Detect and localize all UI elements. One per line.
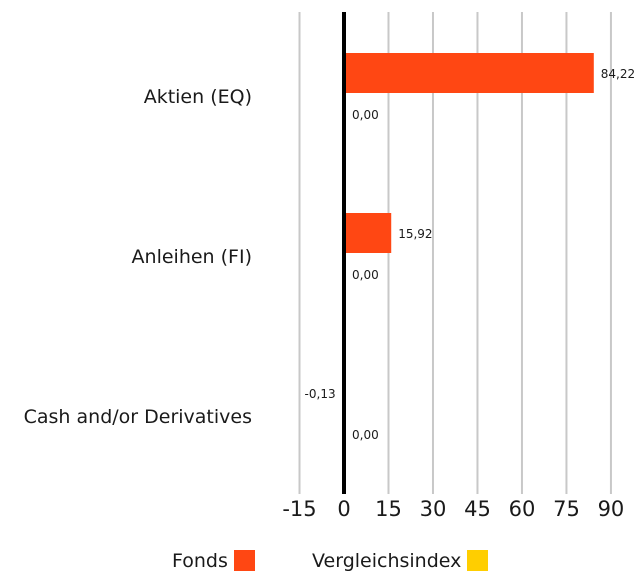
legend-item-fonds: Fonds bbox=[172, 549, 255, 572]
x-tick-label: 90 bbox=[598, 497, 625, 521]
data-label-fonds: 84,22 bbox=[601, 67, 635, 81]
x-tick-label: 15 bbox=[375, 497, 402, 521]
legend: Fonds Vergleichsindex bbox=[0, 549, 640, 576]
legend-label-fonds: Fonds bbox=[172, 550, 228, 572]
allocation-bar-chart: -15 0 15 30 45 60 75 90 Aktien (EQ) Anleihen (FI)… bbox=[24, 12, 636, 521]
x-tick-label: 75 bbox=[553, 497, 580, 521]
bar-fonds bbox=[344, 53, 594, 93]
legend-label-vergleichsindex: Vergleichsindex bbox=[312, 550, 462, 572]
data-label-fonds: 15,92 bbox=[398, 227, 432, 241]
labels: -15 0 15 30 45 60 75 90 Aktien (EQ) Anleihen (FI)… bbox=[24, 67, 636, 521]
x-tick-label: 60 bbox=[509, 497, 536, 521]
x-tick-label: 0 bbox=[337, 497, 350, 521]
x-tick-label: -15 bbox=[282, 497, 316, 521]
category-label: Anleihen (FI) bbox=[132, 246, 252, 268]
data-label-vergleichsindex: 0,00 bbox=[352, 108, 379, 122]
bars bbox=[343, 53, 594, 413]
data-label-fonds: -0,13 bbox=[305, 387, 336, 401]
data-label-vergleichsindex: 0,00 bbox=[352, 428, 379, 442]
legend-item-vergleichsindex: Vergleichsindex bbox=[312, 549, 489, 572]
legend-swatch-fonds bbox=[233, 549, 255, 571]
x-tick-label: 45 bbox=[464, 497, 491, 521]
legend-swatch-vergleichsindex bbox=[467, 549, 489, 571]
bar-fonds bbox=[344, 213, 392, 253]
category-label: Cash and/or Derivatives bbox=[24, 406, 252, 428]
x-tick-label: 30 bbox=[420, 497, 447, 521]
category-label: Aktien (EQ) bbox=[144, 86, 252, 108]
data-label-vergleichsindex: 0,00 bbox=[352, 268, 379, 282]
